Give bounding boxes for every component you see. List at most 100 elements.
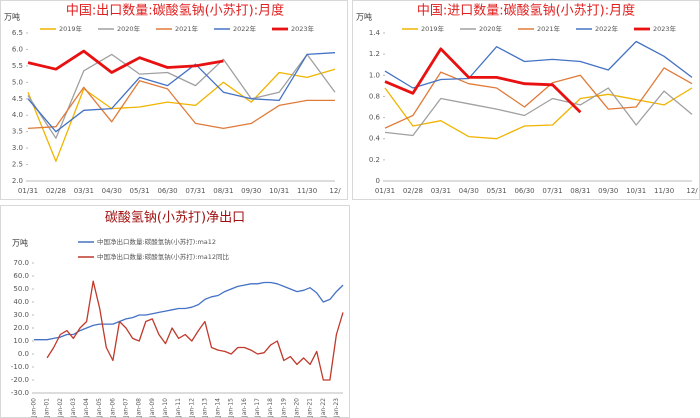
chart-title: 碳酸氢钠(小苏打)净出口 bbox=[105, 210, 245, 226]
series-line bbox=[384, 67, 693, 129]
x-tick-label: Jan-17 bbox=[254, 398, 261, 418]
x-tick-label: 04/30 bbox=[102, 187, 122, 195]
y-tick-label: -30.0 bbox=[11, 389, 29, 397]
legend-label: 中国净出口数量:碳酸氢钠(小苏打):ma12同比 bbox=[97, 252, 230, 261]
y-tick-label: 2.0 bbox=[12, 177, 23, 185]
x-tick-label: Jan-19 bbox=[280, 398, 287, 418]
legend-label: 2019年 bbox=[59, 24, 83, 33]
x-tick-label: Jan-05 bbox=[96, 398, 103, 418]
x-tick-label: 05/31 bbox=[487, 187, 507, 195]
y-tick-label: 6.0 bbox=[12, 45, 23, 53]
legend-label: 2020年 bbox=[117, 24, 141, 33]
x-tick-label: Jan-21 bbox=[307, 398, 314, 418]
legend-label: 2021年 bbox=[537, 24, 561, 33]
x-tick-label: Jan-13 bbox=[201, 398, 208, 418]
y-axis-label: 万吨 bbox=[4, 12, 20, 22]
x-tick-label: 03/31 bbox=[431, 187, 451, 195]
y-axis-label: 万吨 bbox=[12, 238, 28, 248]
x-tick-label: Jan-23 bbox=[333, 398, 340, 418]
x-tick-label: 07/31 bbox=[542, 187, 562, 195]
x-tick-label: Jan-00 bbox=[31, 398, 38, 418]
legend-label: 2020年 bbox=[479, 24, 503, 33]
x-tick-label: Jan-14 bbox=[215, 398, 222, 418]
x-tick-label: 09/30 bbox=[598, 187, 618, 195]
y-tick-label: 60.0 bbox=[13, 272, 29, 280]
x-tick-label: 02/28 bbox=[46, 187, 66, 195]
y-tick-label: 1.2 bbox=[369, 50, 380, 58]
y-tick-label: 6.5 bbox=[12, 29, 23, 37]
x-tick-label: Jan-22 bbox=[320, 398, 327, 418]
chart-title: 中国:进口数量:碳酸氢钠(小苏打):月度 bbox=[417, 3, 635, 19]
y-tick-label: 0.6 bbox=[369, 114, 381, 122]
y-tick-label: 0.8 bbox=[369, 92, 380, 100]
y-tick-label: 1.0 bbox=[369, 71, 380, 79]
x-tick-label: 09/30 bbox=[241, 187, 261, 195]
x-tick-label: 11/30 bbox=[654, 187, 674, 195]
y-tick-label: 70.0 bbox=[13, 259, 29, 267]
x-tick-label: 11/30 bbox=[297, 187, 317, 195]
x-tick-label: 06/30 bbox=[514, 187, 534, 195]
series-line bbox=[27, 49, 224, 74]
x-tick-label: 05/31 bbox=[130, 187, 150, 195]
series-line bbox=[384, 87, 693, 137]
x-tick-label: Jan-16 bbox=[241, 398, 248, 418]
y-tick-label: 0.0 bbox=[18, 350, 29, 358]
x-tick-label: 04/30 bbox=[459, 187, 479, 195]
series-line bbox=[46, 280, 344, 381]
y-tick-label: 5.0 bbox=[12, 78, 23, 86]
y-tick-label: 4.5 bbox=[12, 95, 23, 103]
y-tick-label: 0.4 bbox=[369, 135, 381, 143]
series-line bbox=[384, 47, 582, 114]
legend-label: 2019年 bbox=[421, 24, 445, 33]
series-line bbox=[27, 68, 336, 162]
chart-title: 中国:出口数量:碳酸氢钠(小苏打):月度 bbox=[66, 3, 284, 19]
y-tick-label: 3.5 bbox=[12, 128, 23, 136]
series-line bbox=[27, 52, 336, 133]
y-tick-label: 10.0 bbox=[13, 337, 29, 345]
x-tick-label: Jan-11 bbox=[175, 398, 182, 418]
y-tick-label: -20.0 bbox=[11, 376, 29, 384]
y-tick-label: 30.0 bbox=[13, 311, 29, 319]
legend-label: 2022年 bbox=[595, 24, 619, 33]
series-line bbox=[34, 281, 344, 341]
y-tick-label: 5.5 bbox=[12, 62, 23, 70]
x-tick-label: Jan-07 bbox=[123, 398, 130, 418]
y-axis-label: 万吨 bbox=[356, 12, 372, 22]
x-tick-label: Jan-01 bbox=[44, 398, 51, 418]
legend-label: 2022年 bbox=[233, 24, 257, 33]
x-tick-label: Jan-12 bbox=[188, 398, 195, 418]
x-tick-label: Jan-08 bbox=[136, 398, 143, 418]
y-tick-label: -10.0 bbox=[11, 363, 29, 371]
x-tick-label: Jan-04 bbox=[83, 398, 90, 418]
y-tick-label: 0 bbox=[376, 177, 380, 185]
x-tick-label: 08/31 bbox=[213, 187, 233, 195]
x-tick-label: 08/31 bbox=[570, 187, 590, 195]
x-tick-label: 10/31 bbox=[626, 187, 646, 195]
legend-label: 2021年 bbox=[175, 24, 199, 33]
x-tick-label: Jan-20 bbox=[293, 398, 300, 418]
y-tick-label: 4.0 bbox=[12, 111, 23, 119]
legend-label: 2023年 bbox=[291, 24, 315, 33]
y-tick-label: 2.5 bbox=[12, 161, 23, 169]
y-tick-label: 0.2 bbox=[369, 156, 380, 164]
legend-label: 2023年 bbox=[653, 24, 677, 33]
x-tick-label: 12/ bbox=[686, 187, 698, 195]
x-tick-label: 07/31 bbox=[185, 187, 205, 195]
frame bbox=[0, 0, 348, 200]
series-line bbox=[27, 53, 336, 139]
x-tick-label: 10/31 bbox=[269, 187, 289, 195]
x-tick-label: Jan-18 bbox=[267, 398, 274, 418]
x-tick-label: 12/ bbox=[329, 187, 341, 195]
x-tick-label: 01/31 bbox=[18, 187, 38, 195]
x-tick-label: 06/30 bbox=[157, 187, 177, 195]
y-tick-label: 3.0 bbox=[12, 144, 23, 152]
y-tick-label: 50.0 bbox=[13, 285, 29, 293]
y-tick-label: 1.4 bbox=[369, 29, 381, 37]
x-tick-label: Jan-02 bbox=[57, 398, 64, 418]
x-tick-label: 02/28 bbox=[403, 187, 423, 195]
series-line bbox=[27, 80, 335, 130]
